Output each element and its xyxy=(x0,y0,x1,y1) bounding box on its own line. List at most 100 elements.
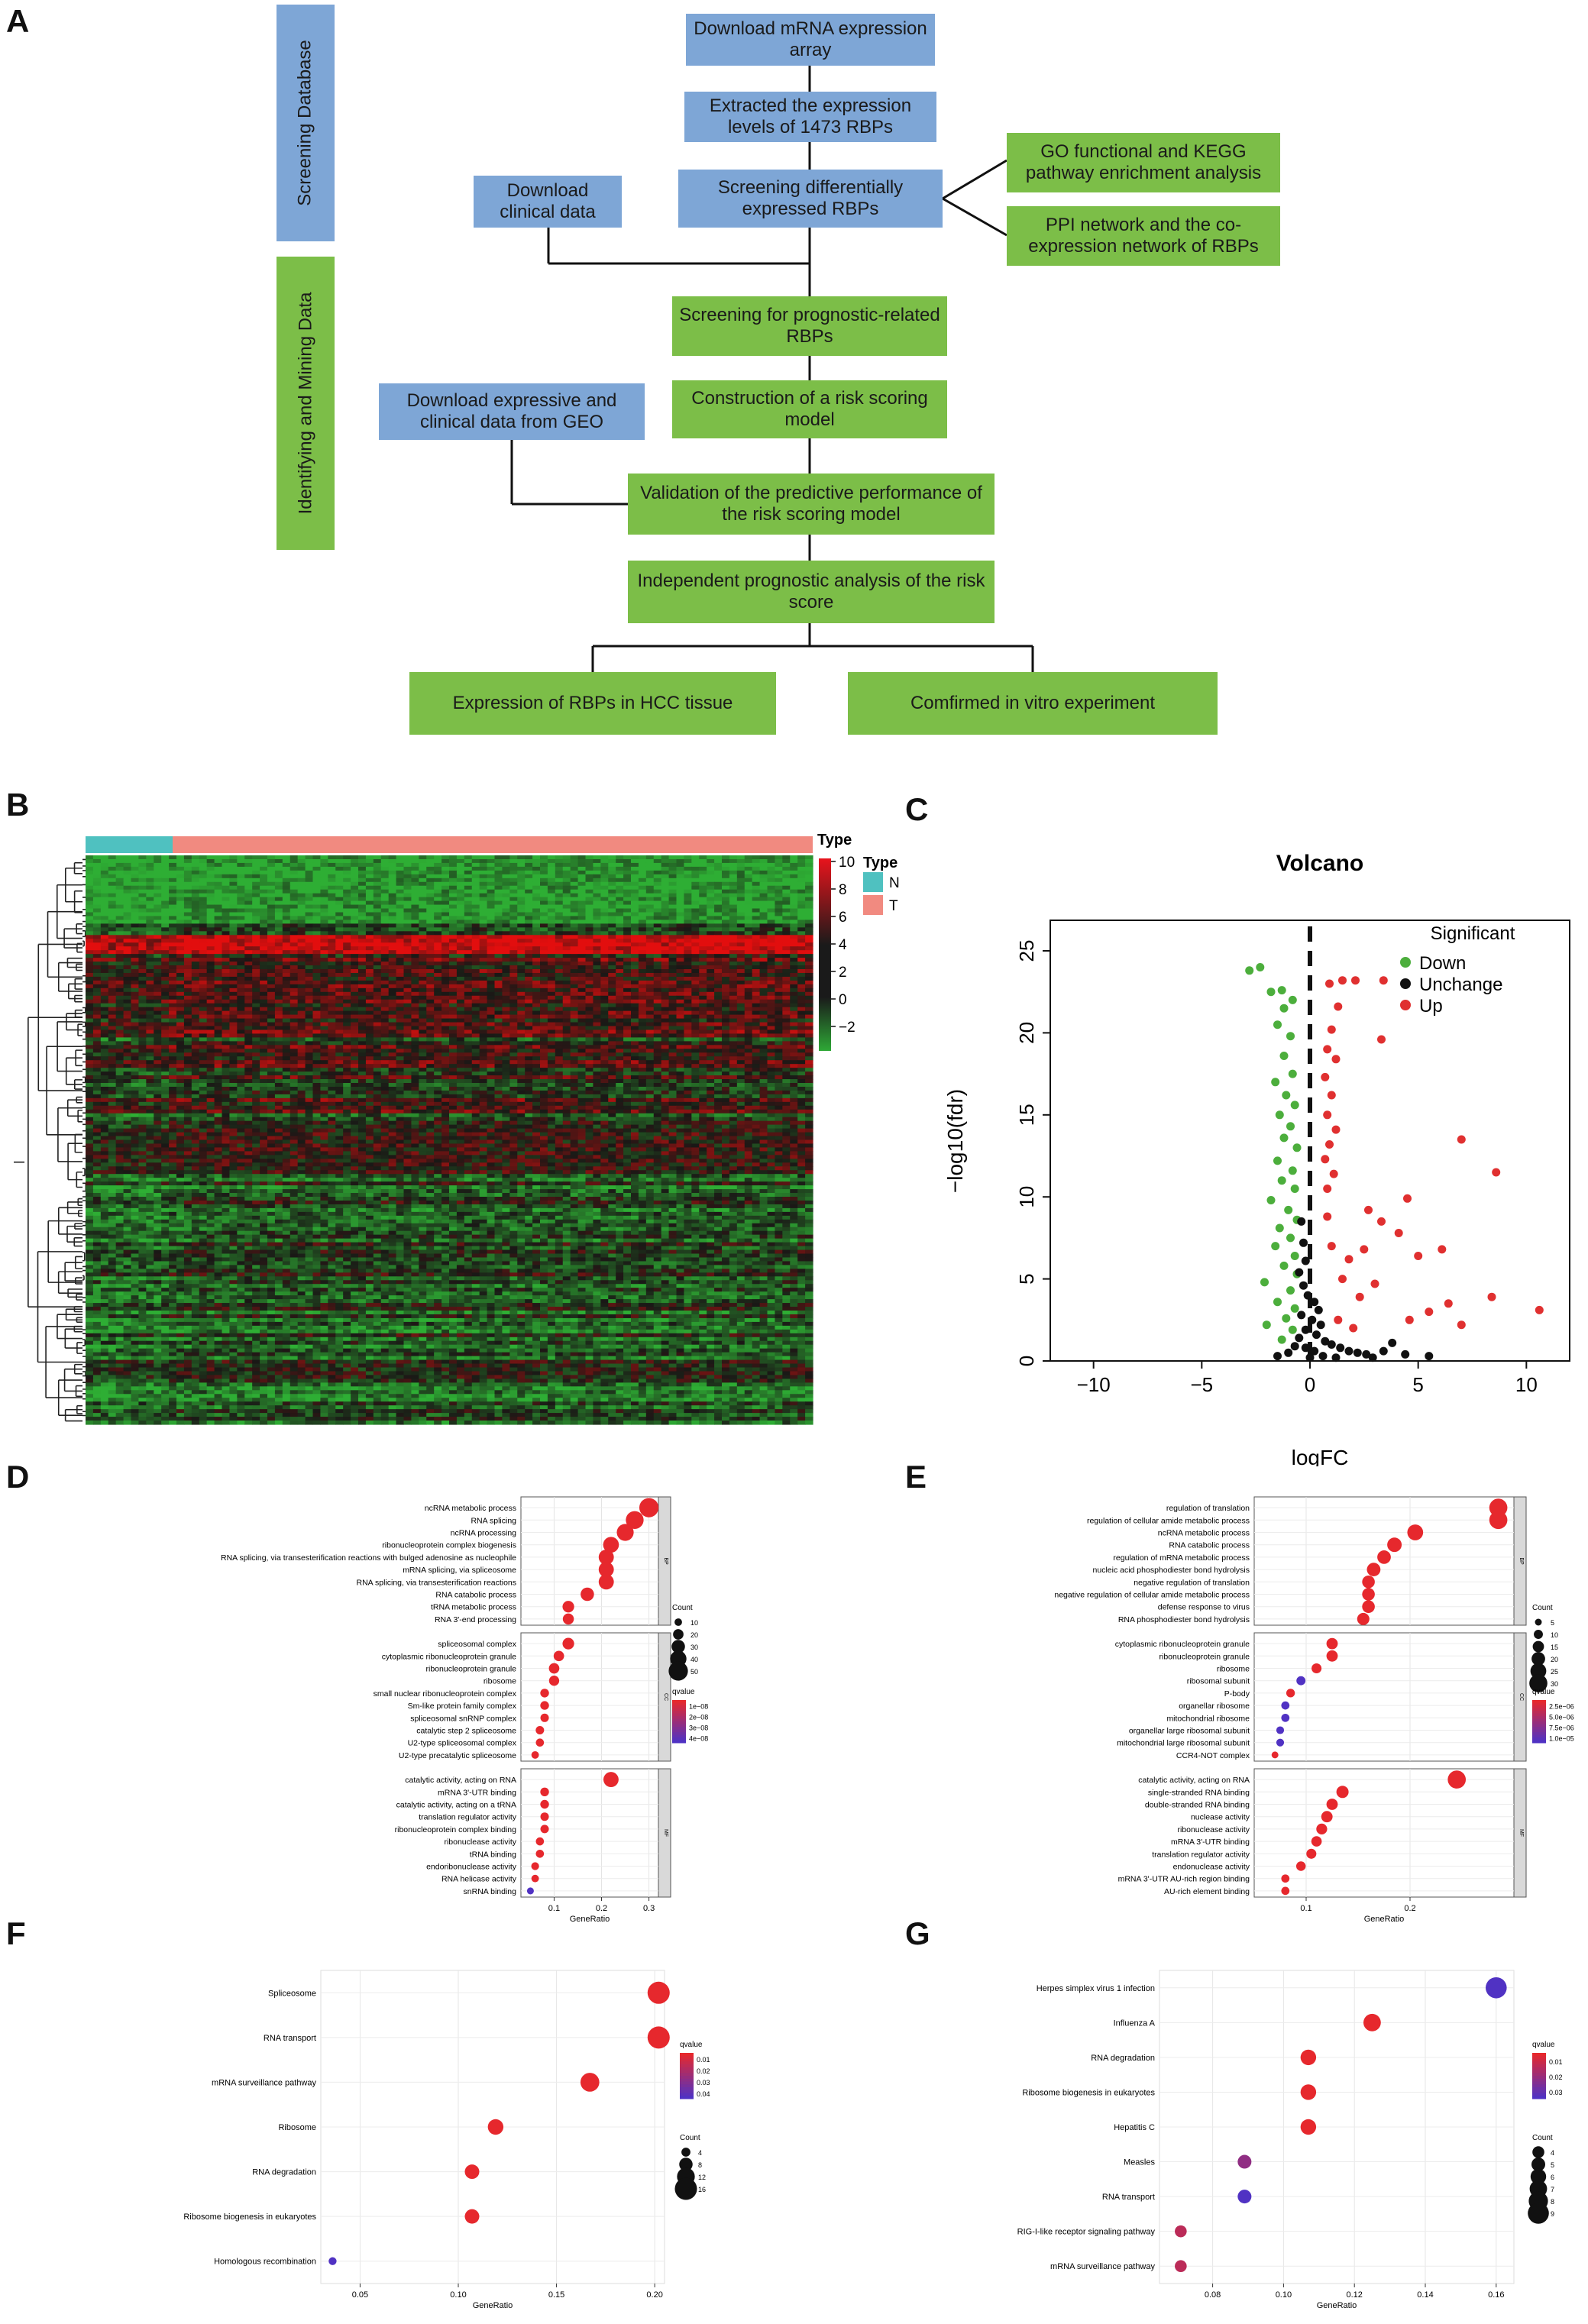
volcano-point-down xyxy=(1275,1110,1284,1120)
go-dot xyxy=(1281,1874,1290,1883)
volcano-point-up xyxy=(1355,1292,1364,1301)
term-label: catalytic step 2 spliceosome xyxy=(416,1727,516,1736)
panel-label-d: D xyxy=(6,1459,30,1495)
volcano-point-up xyxy=(1334,1002,1343,1011)
go-dot xyxy=(1276,1738,1285,1747)
count-legend-label: 8 xyxy=(698,2161,702,2169)
term-label: ribonuclease activity xyxy=(444,1838,516,1847)
count-legend-label: 4 xyxy=(698,2149,702,2157)
panel-label-g: G xyxy=(905,1915,930,1951)
go-dot xyxy=(1362,1588,1375,1601)
volcano-point-up xyxy=(1457,1320,1466,1330)
go-dot xyxy=(1271,1751,1279,1759)
volcano-point-down xyxy=(1282,1091,1291,1100)
pathway-label: RNA degradation xyxy=(1091,2054,1155,2063)
term-label: cytoplasmic ribonucleoprotein granule xyxy=(1115,1640,1250,1649)
volcano-x-tick: 10 xyxy=(1515,1373,1538,1396)
qvalue-legend-label: 1e−08 xyxy=(689,1702,708,1710)
volcano-point-down xyxy=(1273,1156,1282,1165)
volcano-point-up xyxy=(1370,1279,1379,1288)
go-dot xyxy=(1311,1663,1322,1674)
facet-strip xyxy=(658,1632,671,1762)
count-legend-label: 5 xyxy=(1551,1619,1554,1627)
volcano-y-label: −log10(fdr) xyxy=(943,1089,967,1193)
facet-panel xyxy=(1253,1632,1515,1762)
volcano-point-unchange xyxy=(1331,1353,1341,1362)
volcano-point-down xyxy=(1279,1133,1289,1143)
term-label: small nuclear ribonucleoprotein complex xyxy=(374,1689,517,1699)
term-label: negative regulation of translation xyxy=(1134,1578,1250,1587)
term-label: endonuclease activity xyxy=(1173,1863,1250,1872)
term-label: cytoplasmic ribonucleoprotein granule xyxy=(382,1652,516,1661)
x-tick-label: 0.08 xyxy=(1205,2290,1221,2300)
go-dot xyxy=(1286,1689,1295,1698)
go-dot xyxy=(540,1812,549,1821)
volcano-point-down xyxy=(1260,1278,1269,1287)
volcano-point-up xyxy=(1377,1217,1386,1226)
volcano-point-unchange xyxy=(1297,1217,1306,1226)
volcano-plot: Volcano −10 −5 0 5 10 0 5 10 15 20 25 logFC −log10(fd… xyxy=(943,851,1570,1466)
go-dot xyxy=(540,1689,549,1698)
kegg-dot xyxy=(1300,2049,1317,2066)
volcano-point-up xyxy=(1334,1315,1343,1324)
kegg-dot xyxy=(1486,1977,1507,1999)
step-screen-differential: Screening differentially expressed RBPs xyxy=(678,170,943,228)
term-label: double-stranded RNA binding xyxy=(1145,1801,1250,1810)
pathway-label: Measles xyxy=(1124,2158,1155,2167)
facet-strip xyxy=(1513,1496,1527,1626)
go-dot xyxy=(526,1887,534,1895)
facet-strip xyxy=(658,1768,671,1898)
count-legend-label: 20 xyxy=(691,1631,698,1639)
count-legend-title: Count xyxy=(1532,1604,1553,1612)
go-dot xyxy=(616,1524,634,1541)
color-scale-bar xyxy=(819,858,831,1051)
volcano-point-down xyxy=(1288,1166,1297,1175)
volcano-point-up xyxy=(1487,1292,1496,1301)
volcano-point-up xyxy=(1351,976,1360,985)
x-axis-label: GeneRatio xyxy=(1364,1915,1405,1924)
volcano-point-down xyxy=(1245,966,1254,975)
heatmap-dendrogram xyxy=(14,858,89,1422)
volcano-legend-label: Unchange xyxy=(1419,975,1502,995)
term-label: mitochondrial large ribosomal subunit xyxy=(1117,1739,1250,1748)
go-dot xyxy=(540,1713,549,1722)
qvalue-legend-label: 1.0e−05 xyxy=(1549,1734,1574,1742)
volcano-point-unchange xyxy=(1303,1291,1312,1300)
go-dot xyxy=(553,1650,564,1662)
facet-strip-label: MF xyxy=(663,1829,668,1837)
term-label: ribosome xyxy=(484,1677,516,1686)
volcano-x-tick: −10 xyxy=(1077,1373,1111,1396)
pathway-label: Influenza A xyxy=(1114,2019,1156,2028)
volcano-title: Volcano xyxy=(1276,851,1363,876)
count-legend-dot xyxy=(1530,2168,1547,2185)
step-risk-model: Construction of a risk scoring model xyxy=(672,380,947,438)
go-dot xyxy=(540,1787,549,1796)
volcano-point-down xyxy=(1290,1101,1299,1110)
x-tick-label: 0.15 xyxy=(548,2290,564,2300)
volcano-legend-label: Down xyxy=(1419,953,1466,974)
volcano-point-unchange xyxy=(1321,1337,1330,1346)
count-legend-label: 10 xyxy=(691,1619,698,1627)
color-scale-tick: 6 xyxy=(839,910,847,926)
go-dot xyxy=(1489,1511,1508,1530)
volcano-point-up xyxy=(1405,1315,1414,1324)
qvalue-legend-label: 0.03 xyxy=(697,2079,710,2086)
x-tick-label: 0.1 xyxy=(1300,1904,1311,1913)
x-axis-label: GeneRatio xyxy=(570,1915,610,1924)
count-legend-dot xyxy=(681,2148,691,2157)
color-scale-tick: 8 xyxy=(839,882,847,898)
volcano-point-unchange xyxy=(1297,1311,1306,1320)
volcano-point-up xyxy=(1321,1072,1330,1081)
qvalue-legend-label: 5.0e−06 xyxy=(1549,1713,1574,1721)
volcano-point-unchange xyxy=(1310,1298,1319,1307)
term-label: tRNA binding xyxy=(470,1850,516,1859)
volcano-point-unchange xyxy=(1425,1352,1434,1361)
qvalue-legend-title: qvalue xyxy=(672,1688,695,1696)
volcano-point-up xyxy=(1323,1045,1332,1054)
pathway-label: Spliceosome xyxy=(268,1989,316,1998)
x-tick-label: 0.2 xyxy=(1404,1904,1415,1913)
count-legend-dot xyxy=(1532,1640,1544,1653)
term-label: RNA 3'-end processing xyxy=(435,1615,516,1624)
kegg-dot xyxy=(1175,2225,1187,2238)
term-label: P-body xyxy=(1224,1689,1250,1699)
